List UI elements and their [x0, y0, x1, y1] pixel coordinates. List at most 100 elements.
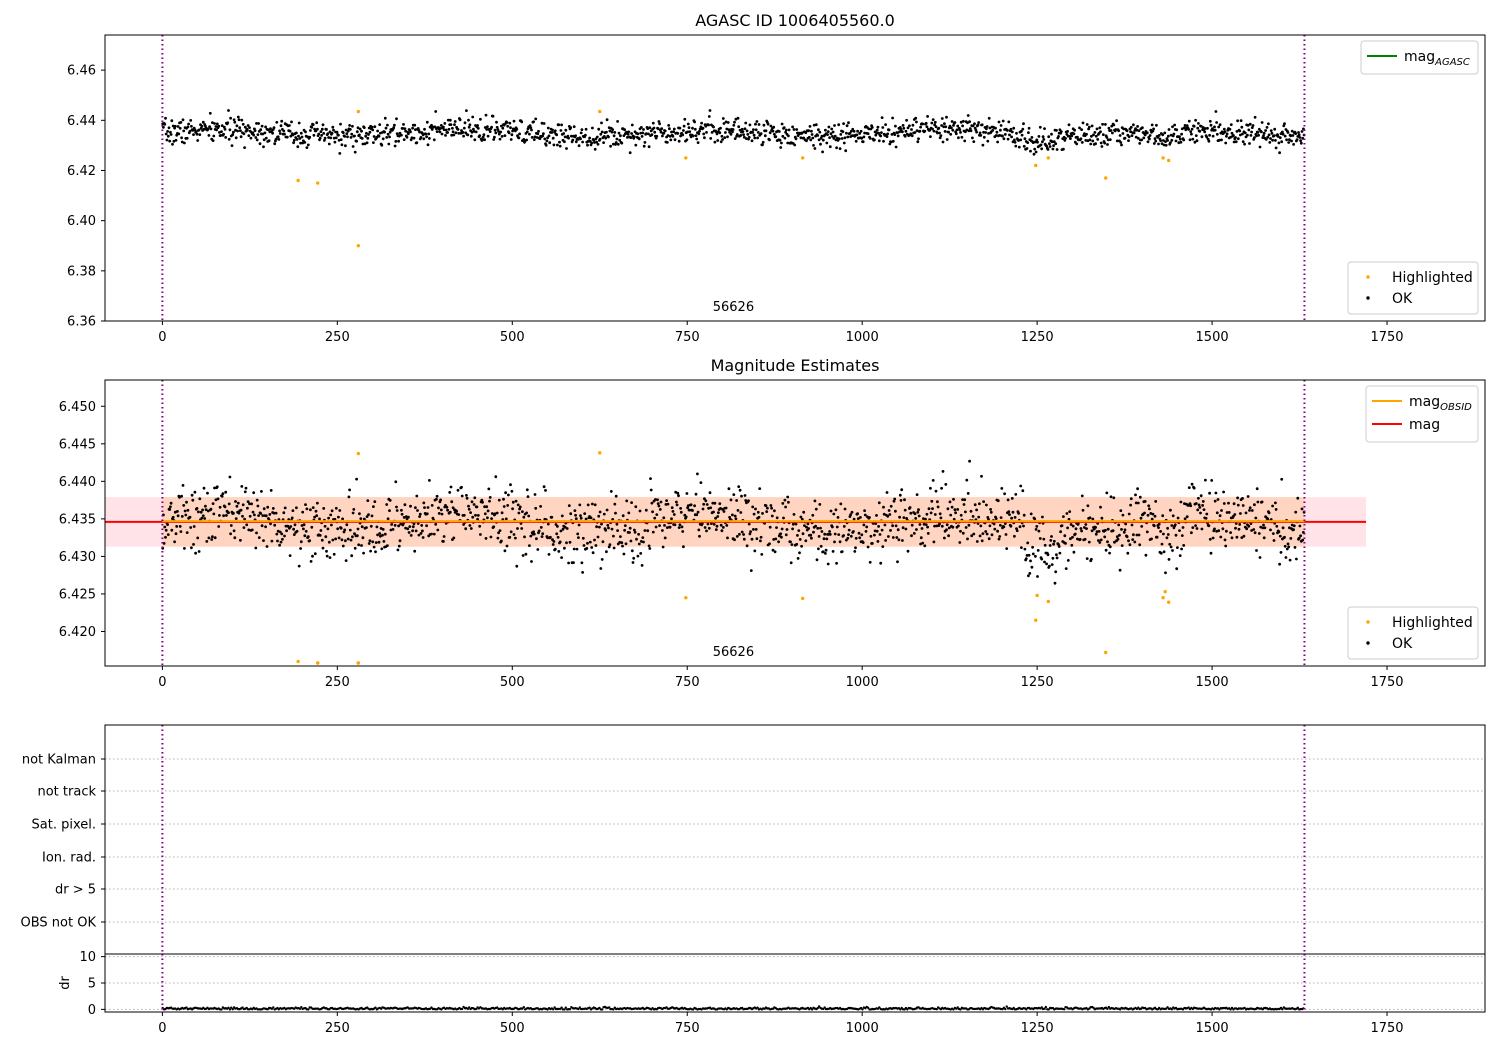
- ok-point: [774, 135, 778, 139]
- ok-point: [736, 116, 740, 120]
- ok-point: [861, 140, 865, 144]
- ok-point: [686, 504, 690, 507]
- highlighted-point: [1034, 618, 1038, 622]
- ok-point: [683, 117, 687, 121]
- ok-point: [1272, 134, 1276, 138]
- ok-point: [255, 531, 258, 535]
- ok-point: [1275, 524, 1279, 528]
- ok-point: [360, 544, 363, 547]
- ok-point: [238, 126, 242, 130]
- ok-point: [432, 532, 436, 536]
- ok-point: [1261, 526, 1265, 530]
- ok-point: [470, 500, 474, 504]
- ok-point: [980, 474, 983, 478]
- ok-point: [707, 526, 711, 530]
- ok-point: [1049, 539, 1053, 542]
- ok-point: [192, 543, 195, 546]
- ok-point: [1253, 136, 1256, 140]
- ok-point: [825, 537, 829, 541]
- x-tick-label: 500: [500, 675, 525, 690]
- ok-point: [516, 527, 519, 530]
- ok-point: [550, 131, 554, 134]
- ok-point: [264, 514, 268, 518]
- ok-point: [180, 515, 184, 518]
- ok-point: [262, 539, 265, 542]
- ok-point: [915, 528, 918, 531]
- ok-point: [214, 125, 218, 128]
- ok-point: [1003, 492, 1006, 496]
- ok-point: [1180, 127, 1184, 131]
- ok-point: [506, 124, 510, 128]
- ok-point: [596, 142, 600, 146]
- ok-point: [642, 128, 645, 131]
- ok-point: [973, 503, 977, 507]
- ok-point: [385, 136, 389, 139]
- ok-point: [347, 495, 351, 499]
- ok-point: [339, 122, 342, 126]
- ok-point: [1285, 547, 1289, 551]
- ok-point: [362, 517, 366, 521]
- ok-point: [239, 129, 242, 133]
- ok-point: [325, 127, 328, 131]
- x-tick-label: 0: [158, 1021, 166, 1036]
- ok-point: [651, 530, 655, 534]
- ok-point: [1031, 552, 1035, 556]
- ok-point: [646, 127, 650, 130]
- ok-point: [997, 120, 1001, 124]
- ok-point: [1048, 145, 1052, 148]
- ok-point: [816, 526, 820, 530]
- ok-point: [1182, 544, 1186, 547]
- ok-point: [757, 123, 761, 126]
- ok-point: [737, 485, 741, 488]
- ok-point: [1183, 502, 1186, 505]
- ok-point: [1115, 119, 1118, 123]
- ok-point: [369, 549, 372, 553]
- ok-point: [1157, 134, 1161, 137]
- ok-point: [654, 498, 657, 501]
- ok-point: [898, 493, 902, 497]
- ok-point: [799, 515, 803, 519]
- ok-point: [202, 486, 206, 490]
- ok-point: [716, 139, 720, 142]
- ok-point: [694, 134, 698, 138]
- ok-point: [1193, 140, 1197, 144]
- ok-point: [1225, 132, 1229, 136]
- ok-point: [205, 540, 209, 543]
- ok-point: [988, 524, 992, 528]
- ok-point: [721, 508, 724, 511]
- ok-point: [1274, 508, 1278, 511]
- ok-point: [810, 536, 813, 540]
- ok-point: [849, 534, 853, 538]
- ok-point: [1006, 498, 1010, 502]
- y-tick-label: 6.46: [67, 64, 96, 79]
- ok-point: [932, 540, 936, 544]
- ok-point: [261, 514, 265, 517]
- ok-point: [940, 117, 944, 120]
- ok-point: [1178, 137, 1182, 141]
- ok-point: [782, 126, 786, 129]
- ok-point: [637, 532, 640, 536]
- ok-point: [423, 506, 426, 509]
- ok-point: [866, 545, 870, 549]
- ok-point: [164, 116, 167, 120]
- ok-point: [471, 115, 475, 119]
- ok-point: [503, 134, 507, 138]
- ok-point: [962, 503, 966, 506]
- ok-point: [1263, 526, 1267, 530]
- ok-point: [753, 549, 757, 553]
- ok-point: [337, 138, 341, 142]
- ok-point: [162, 542, 166, 545]
- ok-point: [969, 509, 973, 513]
- ok-point: [1260, 500, 1264, 504]
- ok-point: [855, 133, 859, 137]
- ok-point: [973, 122, 976, 126]
- ok-point: [1115, 139, 1119, 143]
- ok-point: [169, 501, 173, 505]
- ok-point: [572, 547, 576, 551]
- ok-point: [1109, 495, 1113, 499]
- ok-point: [751, 131, 755, 134]
- ok-point: [1258, 556, 1262, 559]
- x-tick-label: 1500: [1196, 330, 1229, 345]
- ok-point: [387, 142, 391, 146]
- ok-point: [626, 132, 630, 136]
